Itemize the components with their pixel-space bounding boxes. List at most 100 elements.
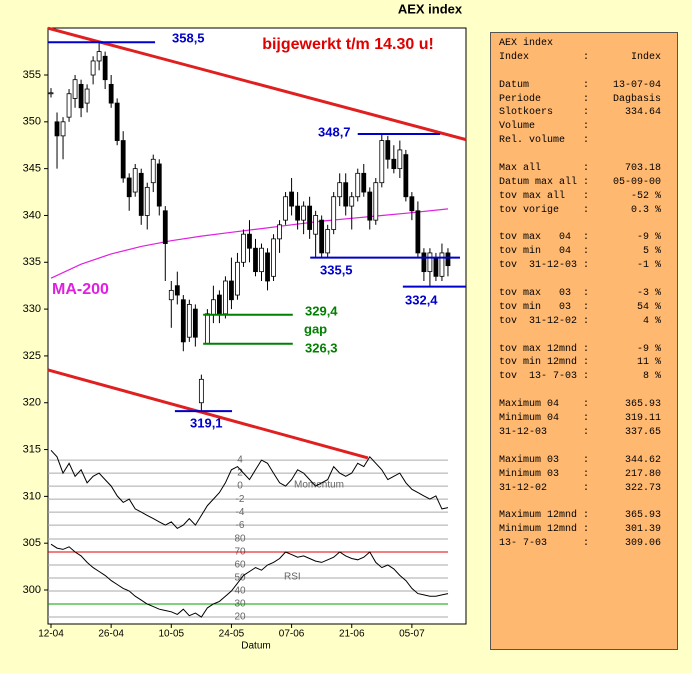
candle-body [78, 83, 84, 109]
candle-body [114, 102, 120, 141]
candle-body [210, 299, 216, 316]
indicator-name: RSI [284, 572, 301, 583]
candle-body [313, 215, 319, 235]
info-section: Datum : 13-07-04 Periode : Dagbasis Slotko… [499, 79, 677, 148]
candle-body [108, 83, 114, 104]
info-line: Rel. volume : [499, 135, 590, 147]
candle-body [301, 205, 307, 221]
candle-body [307, 205, 313, 230]
candle-body [54, 121, 60, 137]
indicator-tick-label: 80 [234, 534, 246, 545]
info-line: tov max 12mnd : -9 % [499, 343, 662, 355]
x-tick-label: 07-06 [279, 629, 305, 640]
x-tick-label: 21-06 [339, 629, 365, 640]
momentum-line [50, 449, 449, 530]
indicator-tick-label: -4 [236, 507, 245, 518]
y-tick-label: 310 [23, 490, 41, 502]
info-line: Datum max all : 05-09-00 [499, 176, 662, 188]
indicator-tick-label: 4 [237, 455, 243, 466]
candle-body [361, 172, 367, 193]
candle-body [198, 378, 204, 404]
x-tick-label: 10-05 [159, 629, 185, 640]
candle-body [355, 172, 361, 198]
candle-body [223, 280, 228, 315]
candle-body [283, 196, 288, 221]
candle-body [186, 304, 192, 338]
trend-line [47, 368, 369, 460]
candle-body [138, 172, 144, 216]
y-tick-label: 320 [23, 397, 41, 409]
candle-body [271, 238, 276, 277]
candle-body [439, 252, 445, 277]
x-tick-label: 24-05 [219, 629, 245, 640]
info-line: tov 31-12-02 : 4 % [499, 315, 662, 327]
info-panel: AEX index Index : Index Datum : 13-07-04 Pe… [490, 32, 678, 650]
candle-body [349, 196, 355, 207]
info-line: tov max 04 : -9 % [499, 232, 662, 244]
y-tick-label: 340 [23, 209, 41, 221]
candle-body [391, 158, 397, 170]
rsi-line [50, 543, 449, 618]
candle-body [72, 79, 78, 99]
info-line: tov max 03 : -3 % [499, 288, 662, 300]
plot-area [47, 27, 467, 625]
info-line: Maximum 04 : 365.93 [499, 399, 662, 411]
candle-body [427, 252, 433, 273]
candle-body [229, 280, 234, 301]
info-section: Maximum 03 : 344.62 Minimum 03 : 217.80 31… [499, 454, 677, 496]
candle-body [379, 140, 385, 184]
candle-body [367, 191, 373, 221]
info-line: tov min 12mnd : 11 % [499, 357, 662, 369]
info-section: tov max 03 : -3 % tov min 03 : 54 % tov 31… [499, 287, 677, 329]
level-label: 319,1 [190, 415, 223, 430]
y-tick-label: 300 [23, 584, 41, 596]
y-tick-label: 350 [23, 116, 41, 128]
info-line: tov max all : -52 % [499, 190, 662, 202]
candle-body [241, 233, 246, 263]
candle-body [325, 229, 331, 254]
candle-body [180, 299, 186, 343]
indicator-tick-label: 0 [237, 481, 243, 492]
candle-body [433, 257, 439, 277]
info-line: AEX index [499, 38, 554, 49]
candle-body [156, 163, 162, 207]
x-axis-label: Datum [241, 641, 270, 652]
info-line: 13- 7-03 : 309.06 [499, 538, 662, 550]
indicator-tick-label: 20 [234, 612, 246, 623]
info-line: Volume : [499, 121, 590, 133]
info-line: Minimum 03 : 217.80 [499, 468, 662, 480]
indicator-tick-label: 50 [234, 573, 246, 584]
candle-body [90, 60, 96, 76]
candle-body [150, 158, 156, 184]
indicator-name: Momentum [294, 480, 344, 491]
info-line: Maximum 03 : 344.62 [499, 454, 662, 466]
x-tick-label: 26-04 [98, 629, 124, 640]
info-line: tov vorige : 0.3 % [499, 204, 662, 216]
candle-body [277, 224, 282, 240]
level-label: 332,4 [405, 292, 438, 307]
candle-body [144, 186, 150, 216]
y-tick-label: 355 [23, 69, 41, 81]
candle-body [337, 182, 343, 198]
y-tick-label: 315 [23, 443, 41, 455]
info-section: Maximum 04 : 365.93 Minimum 04 : 319.11 31… [499, 398, 677, 440]
candle-body [204, 313, 210, 345]
candle-body [247, 233, 252, 249]
candle-body [253, 247, 258, 273]
indicator-tick-label: -6 [236, 520, 245, 531]
x-tick-label: 05-07 [399, 629, 425, 640]
gap-label: gap [304, 321, 327, 336]
candle-body [48, 92, 54, 95]
indicator-tick-label: 40 [234, 586, 246, 597]
candle-body [217, 294, 222, 315]
candle-body [403, 154, 409, 198]
candle-body [295, 205, 300, 221]
info-line: tov min 03 : 54 % [499, 301, 662, 313]
candle-body [373, 182, 379, 221]
indicator-tick-label: 2 [237, 468, 243, 479]
info-line: tov 31-12-03 : -1 % [499, 260, 662, 272]
candle-body [84, 88, 90, 104]
info-line: Index : Index [499, 51, 662, 63]
info-line: tov 13- 7-03 : 8 % [499, 371, 662, 383]
